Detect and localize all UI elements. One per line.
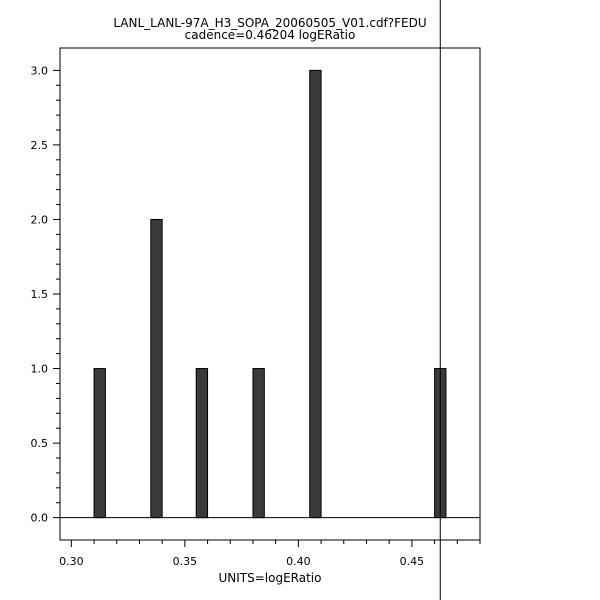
y-tick-label: 0.5 — [31, 437, 49, 450]
y-tick-label: 0.0 — [31, 512, 49, 525]
y-tick-label: 1.0 — [31, 363, 49, 376]
y-tick-label: 2.5 — [31, 139, 49, 152]
bars-group — [93, 69, 447, 519]
bar — [150, 218, 163, 519]
x-tick-label: 0.45 — [400, 555, 425, 568]
x-axis-label: UNITS=logERatio — [219, 571, 322, 585]
x-tick-label: 0.35 — [173, 555, 198, 568]
x-tick-label: 0.40 — [286, 555, 311, 568]
bar — [195, 368, 209, 519]
plot-frame — [59, 47, 481, 541]
y-tick-label: 2.0 — [31, 213, 49, 226]
y-tick-label: 3.0 — [31, 64, 49, 77]
x-tick-label: 0.30 — [59, 555, 84, 568]
x-axis: 0.30 0.35 0.40 0.45 — [59, 540, 481, 568]
y-tick-label: 1.5 — [31, 288, 49, 301]
bar — [252, 368, 265, 519]
chart-title: LANL_LANL-97A_H3_SOPA_20060505_V01.cdf?F… — [113, 16, 426, 30]
bar — [309, 69, 322, 519]
bar — [93, 368, 106, 519]
chart-subtitle: cadence=0.46204 logERatio — [185, 28, 356, 42]
y-axis: 0.0 0.5 1.0 1.5 2.0 2.5 3.0 — [31, 64, 60, 525]
